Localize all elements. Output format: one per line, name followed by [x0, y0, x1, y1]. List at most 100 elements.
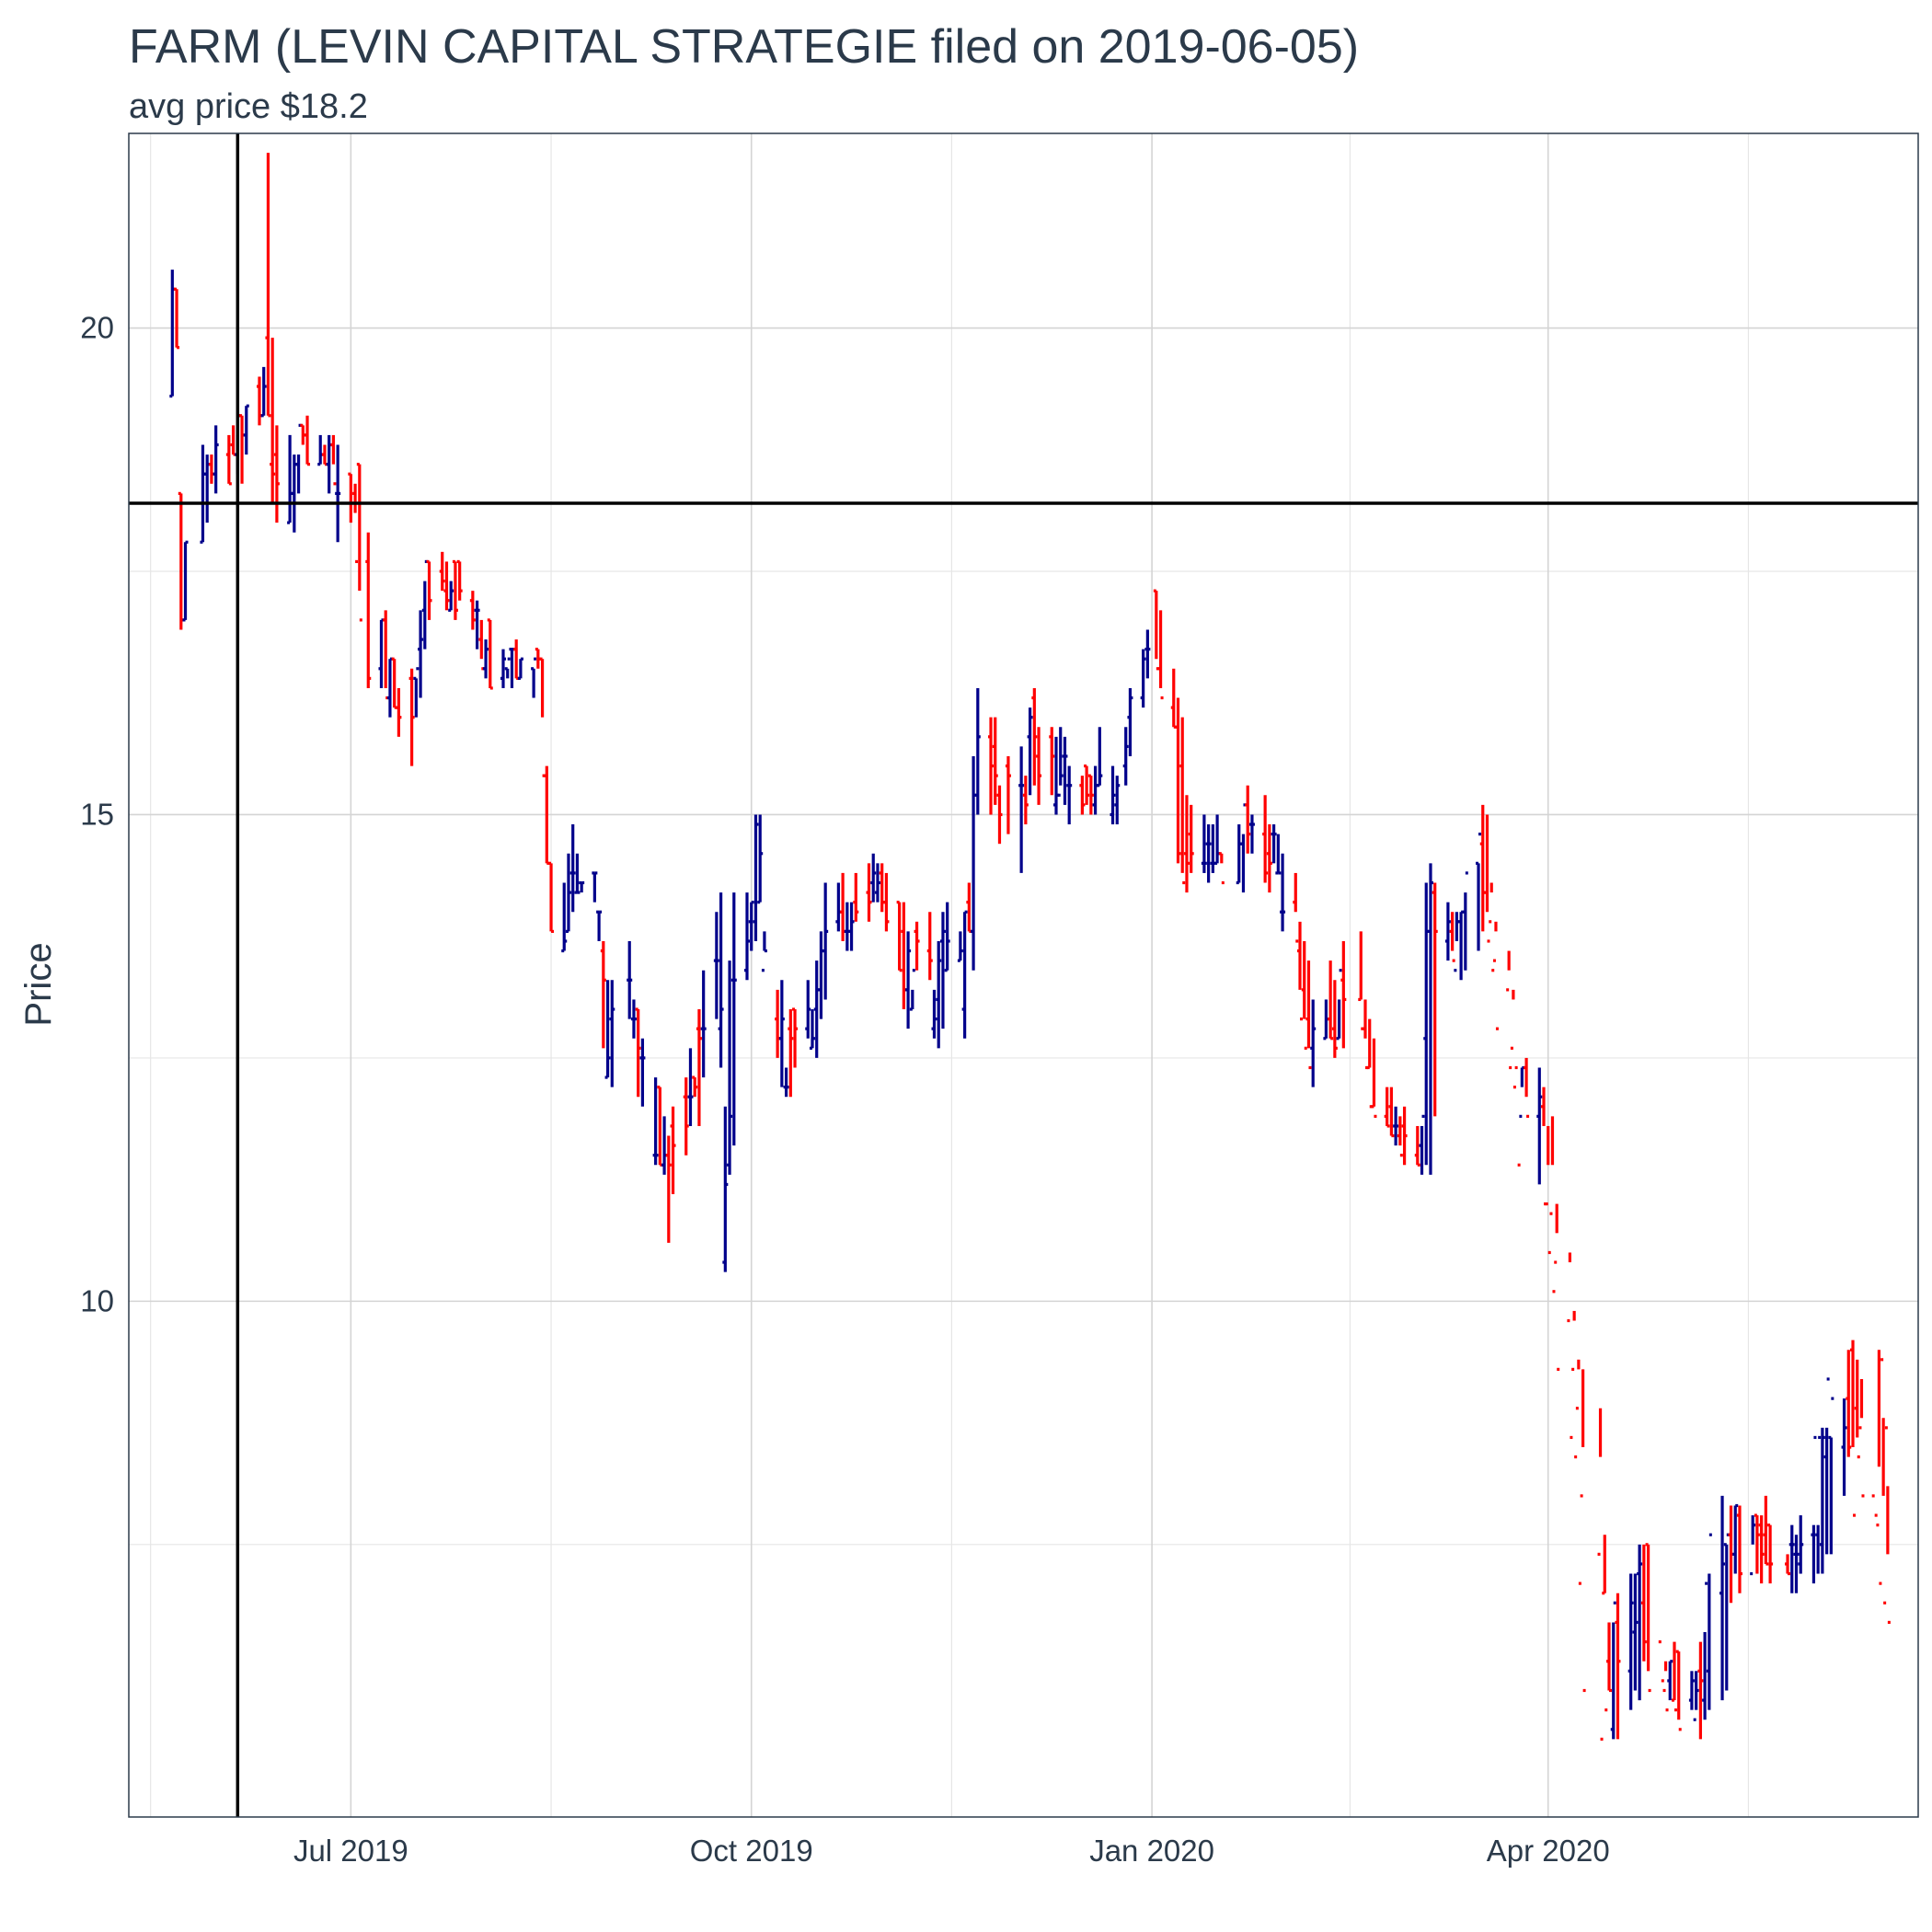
ohlc-bar [1510, 989, 1516, 1089]
ohlc-bar [1210, 824, 1216, 873]
ohlc-bar [1854, 1359, 1860, 1459]
ohlc-bar [356, 463, 362, 622]
ohlc-bar [579, 880, 585, 893]
ohlc-bar [1688, 1671, 1695, 1710]
ohlc-bars [169, 153, 1891, 1741]
ohlc-bar [700, 970, 707, 1078]
ohlc-bar [452, 559, 458, 620]
ohlc-bar [456, 559, 463, 601]
ohlc-bar [500, 649, 506, 688]
ohlc-bar [421, 559, 428, 650]
ohlc-bar [944, 902, 950, 972]
ohlc-bar [1476, 833, 1482, 951]
ohlc-bar [1545, 1125, 1551, 1255]
ohlc-bar [761, 931, 767, 972]
ohlc-bar [1140, 649, 1146, 708]
ohlc-bar [926, 912, 933, 981]
ohlc-bar [513, 639, 520, 680]
ohlc-bar [1819, 1427, 1825, 1574]
ohlc-bar [988, 717, 995, 815]
ohlc-bar [753, 814, 759, 941]
ohlc-bar [683, 1077, 689, 1156]
ohlc-bar [992, 717, 998, 805]
ohlc-bar [600, 940, 606, 1049]
ohlc-bar [352, 483, 359, 564]
ohlc-bar [866, 863, 872, 922]
ohlc-bar [321, 444, 328, 466]
ohlc-bar [727, 960, 733, 1175]
ohlc-bar [1205, 824, 1212, 883]
ohlc-bar [1514, 1065, 1521, 1167]
ohlc-bar [1549, 1116, 1556, 1294]
ohlc-bar [1066, 765, 1073, 825]
ohlc-bar [365, 532, 372, 688]
ohlc-bar [243, 404, 249, 455]
ohlc-bar [1736, 1505, 1742, 1593]
ohlc-bar [879, 863, 885, 913]
ohlc-bar [996, 785, 1003, 845]
ohlc-bar [1702, 1581, 1708, 1720]
ohlc-bar [1423, 882, 1430, 1166]
ohlc-bar [1492, 921, 1499, 1030]
ohlc-bar [213, 425, 219, 494]
ohlc-bar [652, 1077, 659, 1166]
ohlc-bar [743, 892, 750, 981]
ohlc-bar [574, 853, 581, 894]
ohlc-bar [1358, 931, 1364, 1030]
chart-subtitle: avg price $18.2 [129, 87, 368, 126]
ohlc-bar [1328, 960, 1334, 1041]
x-tick-label: Jul 2019 [293, 1834, 408, 1868]
ohlc-bar [426, 559, 432, 620]
ohlc-bar [273, 425, 280, 523]
x-tick-label: Apr 2020 [1487, 1834, 1610, 1868]
ohlc-bar [1798, 1515, 1804, 1574]
ohlc-bar [931, 989, 937, 1039]
ohlc-bar [1754, 1513, 1760, 1574]
ohlc-bar [531, 657, 537, 698]
ohlc-bar [1706, 1533, 1712, 1710]
ohlc-bar [905, 931, 912, 1029]
ohlc-bar [1293, 872, 1299, 943]
ohlc-bar [208, 454, 214, 484]
ohlc-bar [1846, 1350, 1852, 1457]
ohlc-bar [1788, 1524, 1795, 1593]
ohlc-bar [1484, 814, 1490, 943]
ohlc-bar [1087, 774, 1094, 815]
ohlc-bar [1157, 610, 1164, 700]
ohlc-bar [936, 940, 942, 1049]
ohlc-bar [844, 902, 850, 951]
ohlc-bar [1097, 727, 1103, 788]
ohlc-bar [1336, 969, 1342, 1041]
ohlc-bar [1397, 1116, 1403, 1157]
ohlc-bar [901, 902, 907, 1010]
ohlc-bar [443, 561, 450, 611]
ohlc-bar [1750, 1515, 1756, 1576]
ohlc-bar [1479, 804, 1486, 932]
ohlc-bar [1052, 736, 1059, 815]
ohlc-bar [270, 338, 276, 503]
ohlc-bar [1506, 950, 1512, 1070]
ohlc-bar [1662, 1661, 1669, 1712]
ohlc-bar [1489, 882, 1495, 972]
ohlc-bar [639, 1038, 646, 1107]
y-tick-label: 15 [80, 797, 114, 831]
ohlc-bar [1458, 910, 1465, 981]
ohlc-bar [1884, 1426, 1891, 1625]
ohlc-bar [317, 434, 324, 466]
ohlc-bar [1248, 814, 1255, 854]
ohlc-bar [1571, 1310, 1578, 1459]
ohlc-bar [305, 415, 311, 466]
ohlc-bar [565, 853, 571, 933]
ohlc-bar [883, 872, 890, 932]
ohlc-bar [822, 882, 829, 1000]
ohlc-bar [1245, 785, 1251, 854]
ohlc-bar [1175, 697, 1181, 864]
y-tick-label: 20 [80, 311, 114, 345]
ohlc-bar [1214, 814, 1221, 865]
ohlc-bar [1758, 1515, 1765, 1584]
ohlc-bar [1667, 1660, 1673, 1701]
ohlc-bar [1876, 1350, 1882, 1585]
ohlc-bar [1170, 668, 1177, 729]
ohlc-bar [335, 444, 341, 543]
ohlc-bar [1393, 1106, 1399, 1146]
